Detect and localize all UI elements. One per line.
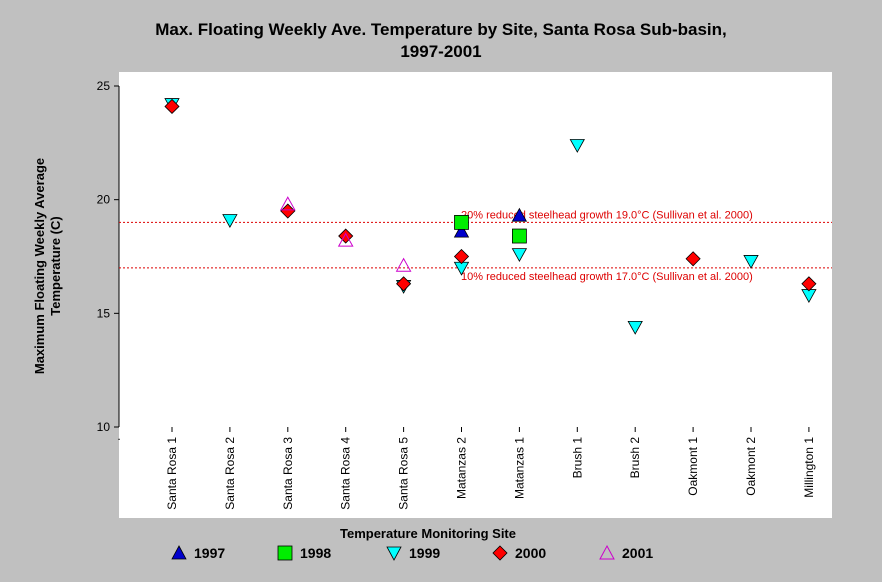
point-1998	[512, 228, 527, 244]
x-axis-label: Temperature Monitoring Site	[340, 526, 516, 541]
point-2001	[279, 196, 296, 211]
legend-marker-square	[277, 545, 293, 561]
legend-marker-triangle-up	[171, 545, 187, 560]
x-tick-label: Oakmont 1	[686, 437, 700, 496]
point-1999	[222, 214, 238, 228]
point-1999	[743, 255, 759, 269]
x-tick-label: Matanzas 2	[455, 437, 469, 499]
x-tick-label: Oakmont 2	[744, 437, 758, 496]
point-2000	[801, 276, 817, 292]
legend-item-2000: 2000	[491, 543, 546, 563]
point-1997	[511, 207, 528, 222]
y-ticks: 25 20 15 10	[97, 79, 119, 434]
point-2001	[337, 232, 354, 247]
x-tick-label: Santa Rosa 4	[339, 437, 353, 510]
legend-marker-triangle-down	[386, 546, 402, 561]
y-tick-label: 10	[97, 420, 111, 434]
legend-marker-diamond	[492, 545, 508, 561]
point-2000	[396, 276, 412, 292]
point-2000	[453, 248, 470, 265]
point-1999	[627, 320, 643, 335]
y-axis-label-line-1: Maximum Floating Weekly Average	[32, 158, 47, 374]
x-tick-label: Santa Rosa 1	[165, 437, 179, 510]
y-tick-label: 15	[97, 306, 111, 320]
x-tick-label: Millington 1	[802, 437, 816, 498]
chart-title-line-1: Max. Floating Weekly Ave. Temperature by…	[155, 20, 727, 39]
x-tick-label: Santa Rosa 3	[281, 437, 295, 510]
legend-label-1999: 1999	[409, 545, 441, 561]
point-1999	[511, 248, 528, 263]
x-tick-labels: Santa Rosa 1 Santa Rosa 2 Santa Rosa 3 Sant…	[165, 427, 816, 510]
legend-item-2001: 2001	[598, 543, 653, 563]
legend-item-1998: 1998	[276, 543, 331, 563]
point-1997	[453, 223, 470, 238]
x-tick-label: Matanzas 1	[512, 437, 526, 499]
y-tick-label: 25	[97, 79, 111, 93]
point-2001	[395, 257, 412, 272]
reference-line-label: 10% reduced steelhead growth 17.0°C (Sul…	[461, 271, 753, 283]
legend-item-1999: 1999	[385, 543, 440, 563]
y-axis-label-line-2: Temperature (C)	[48, 216, 63, 315]
point-1999	[569, 139, 585, 153]
x-tick-label: Brush 1	[570, 437, 584, 479]
chart-title-line-2: 1997-2001	[400, 42, 482, 61]
data-points	[164, 98, 817, 335]
x-tick-label: Santa Rosa 5	[397, 437, 411, 510]
point-1998	[454, 214, 469, 230]
legend-label-1997: 1997	[194, 545, 226, 561]
plot-area	[119, 72, 832, 518]
reference-line-label: 20% reduced steelhead growth 19.0°C (Sul…	[461, 209, 753, 221]
reference-lines: 20% reduced steelhead growth 19.0°C (Sul…	[119, 209, 832, 283]
legend-item-1997: 1997	[170, 543, 225, 563]
point-2000	[164, 98, 180, 115]
x-tick-label: Brush 2	[628, 437, 642, 479]
legend-label-2000: 2000	[515, 545, 547, 561]
legend-label-2001: 2001	[622, 545, 654, 561]
x-tick-label: Santa Rosa 2	[223, 437, 237, 510]
x-origin-label: .	[117, 429, 120, 443]
y-tick-label: 20	[97, 193, 111, 207]
legend-marker-triangle-up-open	[599, 544, 615, 560]
point-2000	[280, 203, 296, 219]
point-2000	[685, 251, 701, 267]
legend-label-1998: 1998	[300, 545, 332, 561]
